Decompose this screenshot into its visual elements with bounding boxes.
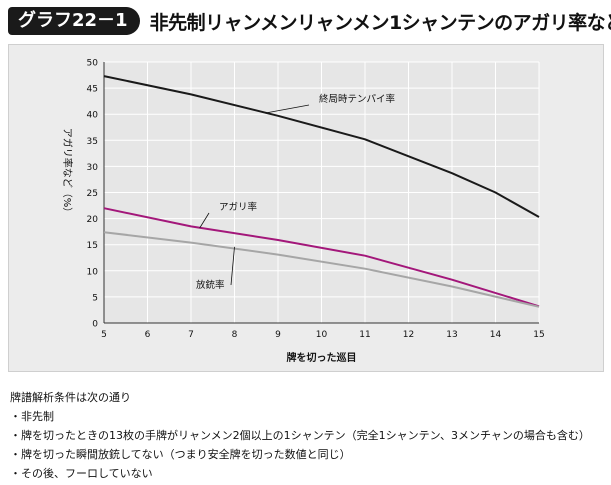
x-tick-label: 12	[403, 330, 414, 340]
y-tick-label: 35	[87, 137, 98, 147]
chart-title: 非先制リャンメンリャンメン1シャンテンのアガリ率など	[149, 11, 611, 34]
y-tick-label: 0	[92, 320, 98, 330]
notes-heading: 牌譜解析条件は次の通り	[10, 391, 131, 404]
title-bar: グラフ22－1 非先制リャンメンリャンメン1シャンテンのアガリ率など	[8, 6, 611, 36]
line-agari-rate	[103, 207, 540, 308]
note-item: ・牌を切ったときの13枚の手牌がリャンメン2個以上の1シャンテン（完全1シャンテ…	[10, 429, 590, 442]
x-tick-label: 14	[490, 330, 502, 340]
note-item: ・その後、フーロしていない	[10, 467, 153, 480]
note-item: ・牌を切った瞬間放銃してない（つまり安全牌を切った数値と同じ）	[10, 448, 351, 461]
y-tick-label: 40	[87, 111, 99, 121]
y-tick-label: 30	[87, 163, 99, 173]
label-leader-line	[264, 104, 310, 114]
x-tick-label: 15	[533, 330, 544, 340]
y-tick-label: 15	[87, 241, 98, 251]
x-tick-label: 11	[359, 330, 370, 340]
x-tick-label: 8	[232, 330, 238, 340]
series-label: 終局時テンパイ率	[319, 93, 396, 105]
x-tick-label: 9	[275, 330, 281, 340]
y-axis-label-group: アガリ率など（%）	[61, 128, 74, 218]
y-tick-label: 10	[87, 267, 99, 277]
x-tick-label: 13	[446, 330, 457, 340]
label-leader-line	[199, 212, 210, 229]
line-houjuu-rate	[103, 231, 540, 308]
y-tick-label: 5	[92, 293, 98, 303]
y-tick-label: 50	[87, 59, 99, 69]
x-tick-label: 10	[316, 330, 328, 340]
series-label: 放銃率	[196, 279, 225, 291]
label-leader-line	[230, 246, 235, 286]
y-tick-label: 25	[87, 189, 98, 199]
note-item: ・非先制	[10, 410, 54, 423]
series-label: アガリ率	[219, 201, 258, 213]
y-axis-label: アガリ率など（%）	[61, 128, 74, 218]
x-tick-label: 6	[145, 330, 151, 340]
x-tick-label: 7	[188, 330, 194, 340]
x-axis-label: 牌を切った巡目	[287, 351, 357, 364]
y-tick-label: 20	[87, 215, 99, 225]
figure-number-badge: グラフ22－1	[8, 7, 140, 35]
analysis-conditions: 牌譜解析条件は次の通り ・非先制 ・牌を切ったときの13枚の手牌がリャンメン2個…	[10, 388, 606, 483]
chart-panel: 0 5 10 15 20 25 30 35 40 45 50 5 6 7 8 9 10 11 12 13 14 15 牌を切…	[8, 44, 604, 372]
x-tick-label: 5	[101, 330, 107, 340]
line-tenpai-rate	[103, 75, 540, 218]
y-tick-label: 45	[87, 85, 98, 95]
